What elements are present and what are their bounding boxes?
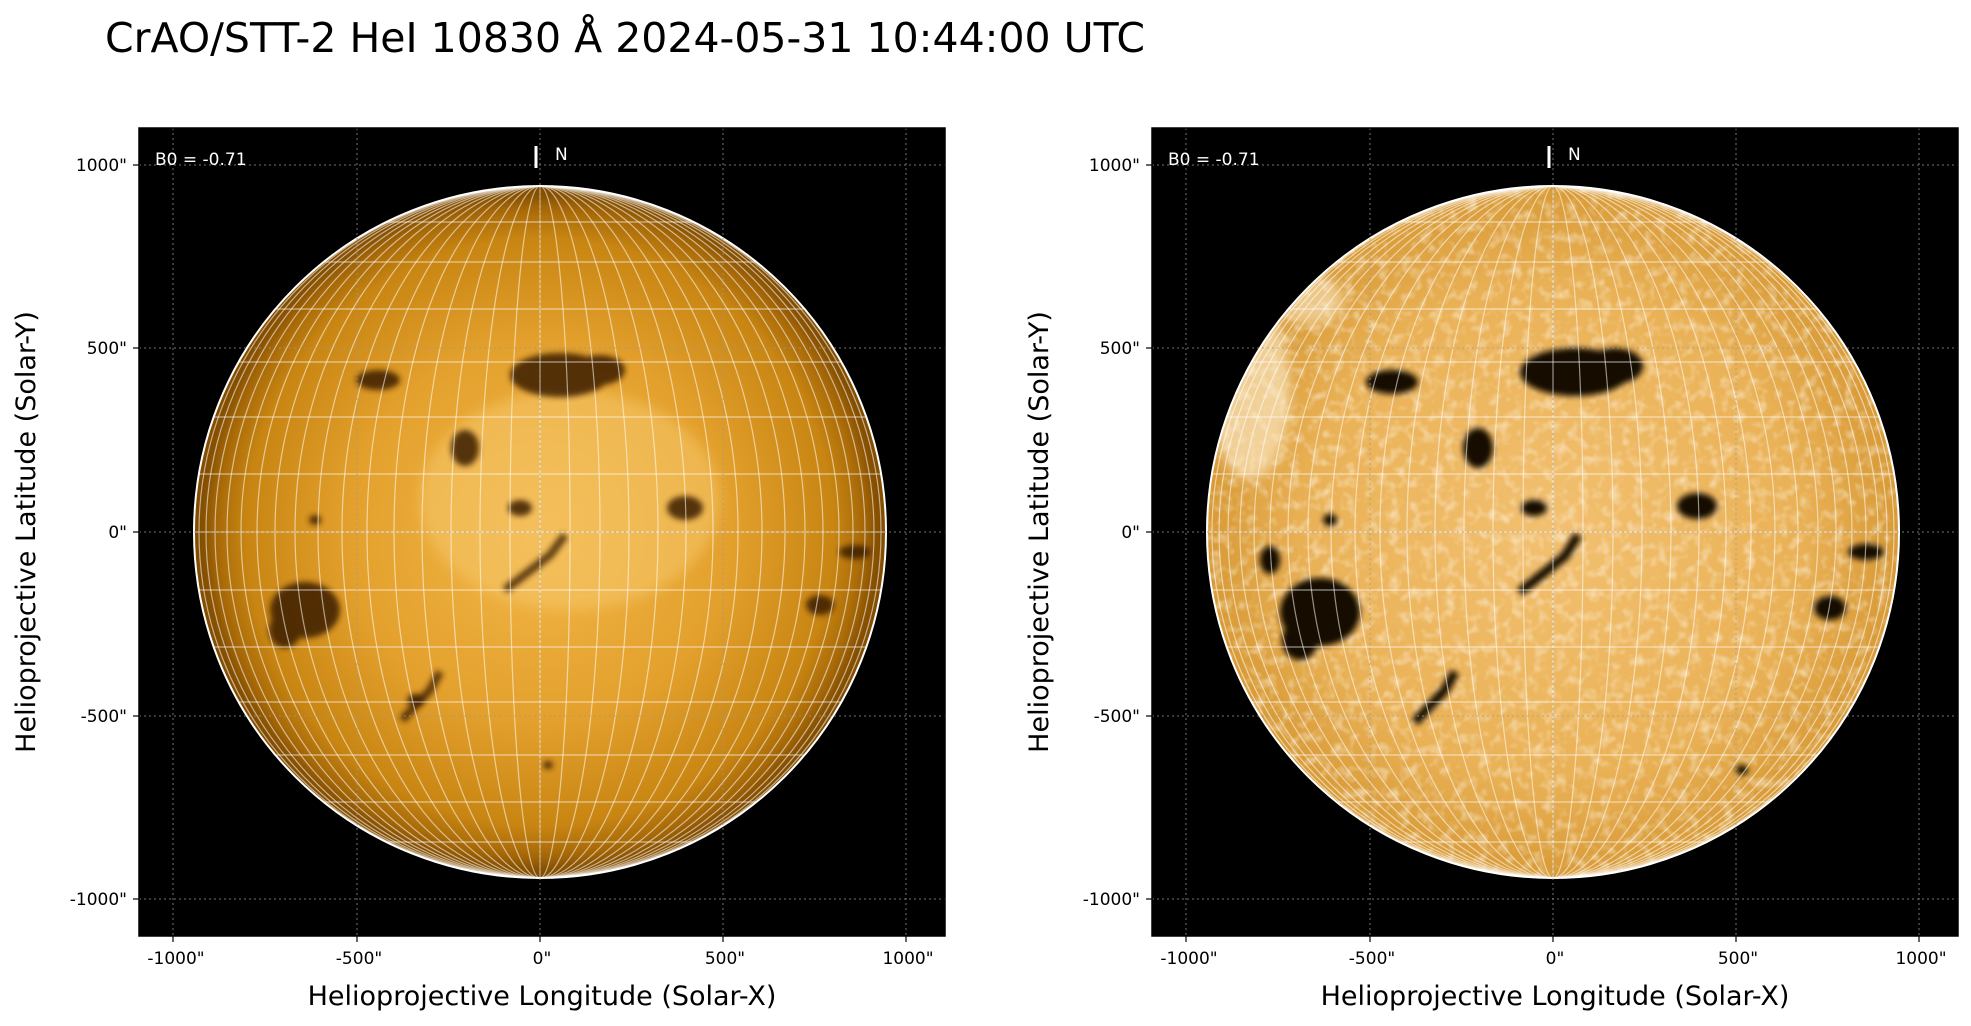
north-label: N <box>1568 145 1581 165</box>
y-tick-labels: 1000" 500" 0" -500" -1000" <box>1083 156 1140 910</box>
x-axis-label: Helioprojective Longitude (Solar-X) <box>1321 981 1790 1012</box>
x-tick-label: 500" <box>705 949 745 969</box>
x-axis-label: Helioprojective Longitude (Solar-X) <box>308 981 777 1012</box>
b0-label: B0 = -0.71 <box>1168 150 1260 170</box>
x-tick-label: -1000" <box>1160 949 1217 969</box>
y-tick-label: 500" <box>87 339 127 359</box>
figure-title: CrAO/STT-2 HeI 10830 Å 2024-05-31 10:44:… <box>105 14 1145 62</box>
y-tick-label: 1000" <box>76 156 127 176</box>
y-tick-label: -500" <box>1094 707 1140 727</box>
y-axis-label: Helioprojective Latitude (Solar-Y) <box>11 311 42 753</box>
north-label: N <box>555 145 568 165</box>
y-tick-label: -1000" <box>1083 890 1140 910</box>
x-tick-label: 0" <box>533 949 552 969</box>
y-tick-label: 500" <box>1100 339 1140 359</box>
b0-label: B0 = -0.71 <box>155 150 247 170</box>
x-tick-label: -500" <box>1349 949 1395 969</box>
y-tick-label: -1000" <box>70 890 127 910</box>
y-tick-label: 0" <box>1121 523 1140 543</box>
y-tick-labels: 1000" 500" 0" -500" -1000" <box>70 156 127 910</box>
x-tick-marks <box>1185 936 1920 942</box>
y-tick-label: 0" <box>108 523 127 543</box>
x-tick-label: 1000" <box>1895 949 1946 969</box>
x-tick-labels: -1000" -500" 0" 500" 1000" <box>147 949 933 969</box>
y-tick-marks <box>1146 164 1152 900</box>
y-tick-label: -500" <box>81 707 127 727</box>
x-tick-label: 1000" <box>882 949 933 969</box>
x-tick-marks <box>172 936 907 942</box>
x-tick-labels: -1000" -500" 0" 500" 1000" <box>1160 949 1946 969</box>
x-tick-label: 500" <box>1718 949 1758 969</box>
panel-left: B0 = -0.71 N -1000" -500" 0" 500" 1000" … <box>11 127 946 1012</box>
helioprojective-grid <box>1152 128 1958 936</box>
y-axis-label: Helioprojective Latitude (Solar-Y) <box>1024 311 1055 753</box>
y-tick-label: 1000" <box>1089 156 1140 176</box>
x-tick-label: -1000" <box>147 949 204 969</box>
y-tick-marks <box>133 164 139 900</box>
x-tick-label: -500" <box>336 949 382 969</box>
panel-right: B0 = -0.71 N -1000" -500" 0" 500" 1000" … <box>1024 127 1959 1012</box>
helioprojective-grid <box>139 128 945 936</box>
x-tick-label: 0" <box>1546 949 1565 969</box>
